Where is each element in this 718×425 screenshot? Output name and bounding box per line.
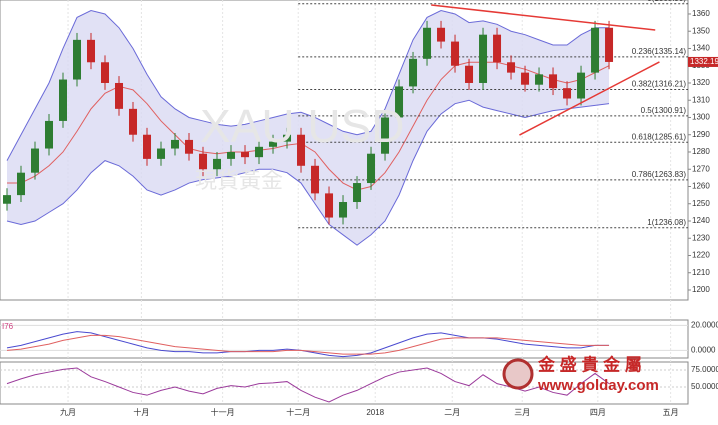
macd-line <box>6 331 610 358</box>
candle-body <box>591 27 600 73</box>
candle-body <box>213 158 222 170</box>
y-tick-label: 1220 <box>692 251 710 260</box>
fib-label: 1(1236.08) <box>647 218 686 227</box>
candle-body <box>115 82 124 109</box>
x-tick-label: 2018 <box>366 408 384 417</box>
candle-body <box>297 134 306 166</box>
y-tick-label: 1210 <box>692 268 710 277</box>
fib-label: 0.618(1285.61) <box>632 132 687 141</box>
y-tick-label: 1350 <box>692 26 710 35</box>
logo-icon <box>502 358 534 390</box>
y-tick-label: 1290 <box>692 130 710 139</box>
candle-body <box>535 74 544 85</box>
y-tick-label: 1200 <box>692 285 710 294</box>
y-tick-label: 1310 <box>692 95 710 104</box>
candle-body <box>353 183 362 203</box>
candle-body <box>101 62 110 83</box>
trendline <box>519 61 660 136</box>
macd-line <box>6 334 610 355</box>
x-tick-label: 二月 <box>444 408 460 417</box>
y-tick-label: 1270 <box>692 164 710 173</box>
candle-body <box>31 148 40 173</box>
x-tick-label: 九月 <box>60 408 76 417</box>
y-tick-label: 1230 <box>692 233 710 242</box>
fib-label: 0.786(1263.83) <box>632 170 687 179</box>
x-tick-label: 十一月 <box>211 407 235 417</box>
rsi-line <box>6 367 610 403</box>
plot-layer: 0(1365.90) 0.236(1335.14) 0.382(1316.21) 0.… <box>0 0 688 404</box>
candle-body <box>45 120 54 149</box>
x-tick-label: 三月 <box>514 408 530 417</box>
candle-body <box>185 139 194 154</box>
candle-body <box>605 27 614 62</box>
band-line <box>6 9 610 161</box>
watermark: XAU USD <box>200 100 404 152</box>
candle-body <box>311 165 320 194</box>
band-line <box>6 99 610 246</box>
candle-body <box>423 27 432 59</box>
band-fill <box>7 10 610 246</box>
price-box <box>688 56 718 67</box>
candle-body <box>269 141 278 147</box>
candle-body <box>437 27 446 42</box>
fib-label: 0.5(1300.91) <box>641 106 687 115</box>
y-tick-label: 0.0000 <box>691 345 716 354</box>
candle-body <box>283 134 292 142</box>
candle-body <box>367 153 376 184</box>
logo-url: www.golday.com <box>537 377 659 394</box>
x-tick-label: 十月 <box>133 407 149 417</box>
candle-body <box>451 41 460 66</box>
y-tick-label: 1340 <box>692 44 710 53</box>
fib-label: 0(1365.90) <box>647 0 686 3</box>
fib-label: 0.236(1335.14) <box>632 47 687 56</box>
trendline <box>431 4 656 31</box>
candle-body <box>255 146 264 158</box>
price-label: 1332.19 <box>690 57 718 66</box>
candle-body <box>549 74 558 89</box>
y-tick-label: 1250 <box>692 199 710 208</box>
x-tick-label: 四月 <box>590 408 606 417</box>
y-tick-label: 1260 <box>692 182 710 191</box>
y-tick-label: 1280 <box>692 147 710 156</box>
candle-body <box>199 153 208 170</box>
watermark: 現貨黃金 <box>195 168 283 193</box>
rsi-panel <box>0 361 689 405</box>
candle-body <box>381 117 390 154</box>
candle-body <box>465 65 474 83</box>
y-tick-label: 1240 <box>692 216 710 225</box>
candle-body <box>3 195 12 204</box>
candle-body <box>157 148 166 159</box>
candle-body <box>507 62 516 73</box>
candle-body <box>577 72 586 99</box>
x-tick-label: 十二月 <box>286 407 310 417</box>
y-tick-label: 1320 <box>692 78 710 87</box>
candle-body <box>325 193 334 218</box>
candle-body <box>73 39 82 80</box>
candle-body <box>17 172 26 196</box>
fib-label: 0.382(1316.21) <box>632 80 687 89</box>
y-tick-label: 50.0000 <box>691 382 718 391</box>
candle-body <box>171 139 180 149</box>
candle-body <box>479 34 488 83</box>
y-tick-label: 1360 <box>692 9 710 18</box>
candle-body <box>521 72 530 85</box>
candle-body <box>87 39 96 63</box>
candle-body <box>409 58 418 87</box>
candle-body <box>129 108 138 135</box>
x-tick-label: 五月 <box>663 408 679 417</box>
candle-body <box>395 86 404 118</box>
candle-body <box>227 151 236 159</box>
candle-body <box>143 134 152 159</box>
y-tick-label: 1300 <box>692 113 710 122</box>
candle-body <box>241 151 250 158</box>
candle-body <box>563 88 572 99</box>
candle-body <box>493 34 502 63</box>
logo-name: 金 盛 貴 金 屬 <box>537 354 642 374</box>
y-tick-label: 20.0000 <box>691 320 718 329</box>
y-tick-label: 75.0000 <box>691 365 718 374</box>
candle-body <box>59 79 68 121</box>
candle-body <box>339 202 348 218</box>
indicator-label: I76 <box>2 322 14 331</box>
